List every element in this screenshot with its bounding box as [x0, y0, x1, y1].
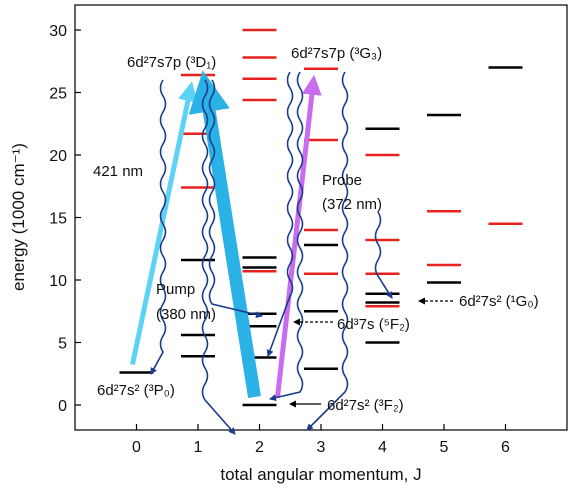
y-axis-ticks: 0 5 10 15 20 25 30: [49, 23, 81, 415]
label-probe: Probe: [322, 172, 362, 189]
laser-transition-arrow: [275, 74, 322, 398]
x-axis-label: total angular momentum, J: [220, 465, 421, 484]
decay-arrows: [150, 71, 393, 435]
label-421nm: 421 nm: [93, 163, 143, 180]
label-f2-ground-state: 6d²7s² (³F₂): [327, 397, 404, 414]
y-tick-label: 25: [49, 86, 67, 103]
x-tick-label: 5: [440, 439, 449, 456]
laser-transition-arrow: [188, 70, 261, 399]
x-tick-label: 4: [378, 439, 387, 456]
label-f2-excited-state: 6d³7s (⁵F₂): [337, 316, 410, 333]
x-axis-ticks: 0 1 2 3 4 5 6: [132, 424, 510, 456]
y-tick-label: 20: [49, 148, 67, 165]
x-tick-label: 2: [255, 439, 264, 456]
label-pump: Pump: [156, 281, 195, 298]
y-axis-label: energy (1000 cm⁻¹): [9, 143, 28, 291]
x-tick-label: 3: [317, 439, 326, 456]
label-pointers: [289, 297, 453, 408]
decay-arrow: [150, 79, 167, 375]
y-tick-label: 0: [58, 398, 67, 415]
label-d1-state: 6d²7s7p (³D₁): [127, 54, 216, 71]
x-tick-label: 0: [132, 439, 141, 456]
y-tick-label: 30: [49, 23, 67, 40]
decay-arrow: [201, 79, 236, 435]
label-probe-wavelength: (372 nm): [322, 196, 382, 213]
decay-arrow: [266, 71, 294, 357]
laser-transitions: [130, 70, 322, 399]
x-tick-label: 1: [194, 439, 203, 456]
label-pump-wavelength: (380 nm): [156, 306, 216, 323]
laser-transition-arrow: [130, 81, 198, 366]
decay-arrow: [208, 79, 263, 319]
decay-arrow: [269, 71, 304, 402]
decay-arrow: [374, 211, 393, 299]
annotations: 6d²7s7p (³D₁) 6d²7s7p (³G₃) 421 nm Probe…: [93, 45, 539, 414]
label-g0-state: 6d²7s² (¹G₀): [459, 293, 539, 310]
y-tick-label: 5: [58, 336, 67, 353]
x-tick-label: 6: [501, 439, 510, 456]
label-p0-state: 6d²7s² (³P₀): [97, 382, 175, 399]
decay-arrow: [306, 71, 349, 431]
y-tick-label: 15: [49, 211, 67, 228]
y-tick-label: 10: [49, 273, 67, 290]
energy-levels: [119, 28, 523, 407]
label-g3-state: 6d²7s7p (³G₃): [291, 45, 382, 62]
